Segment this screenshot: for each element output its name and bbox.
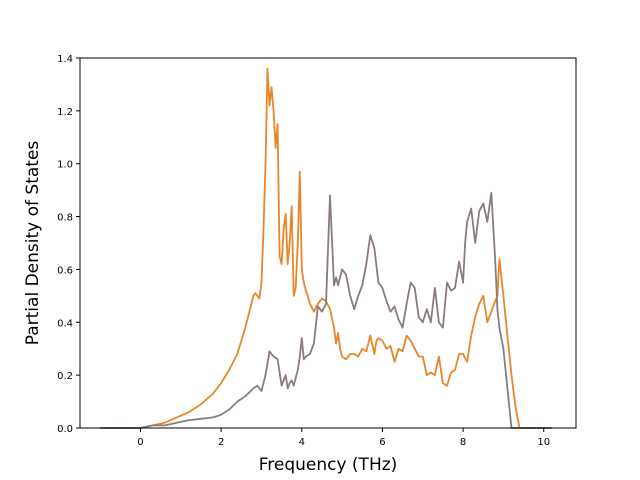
series-line-2	[100, 191, 552, 429]
y-tick-label: 0.0	[57, 424, 73, 435]
y-tick-label: 1.0	[57, 160, 73, 171]
y-tick-label: 0.2	[57, 371, 73, 382]
x-tick-label: 4	[299, 437, 305, 448]
x-tick-label: 2	[218, 437, 224, 448]
series-line-1	[100, 67, 552, 429]
y-tick-label: 0.4	[57, 318, 73, 329]
y-axis-label: Partial Density of States	[23, 141, 43, 346]
y-tick-label: 1.2	[57, 107, 73, 118]
x-axis-label: Frequency (THz)	[259, 455, 398, 475]
plot-frame	[79, 57, 577, 429]
x-tick-label: 10	[537, 437, 550, 448]
x-tick-label: 8	[460, 437, 466, 448]
y-tick-label: 0.8	[57, 213, 73, 224]
series-lines	[100, 67, 552, 429]
y-axis-ticks: 0.0 0.2 0.4 0.6 0.8 1.0 1.2 1.4	[57, 54, 80, 435]
y-tick-label: 1.4	[57, 54, 73, 65]
y-tick-label: 0.6	[57, 265, 73, 276]
x-tick-label: 0	[137, 437, 143, 448]
x-tick-label: 6	[379, 437, 385, 448]
x-axis-ticks: 0 2 4 6 8 10	[137, 428, 550, 448]
